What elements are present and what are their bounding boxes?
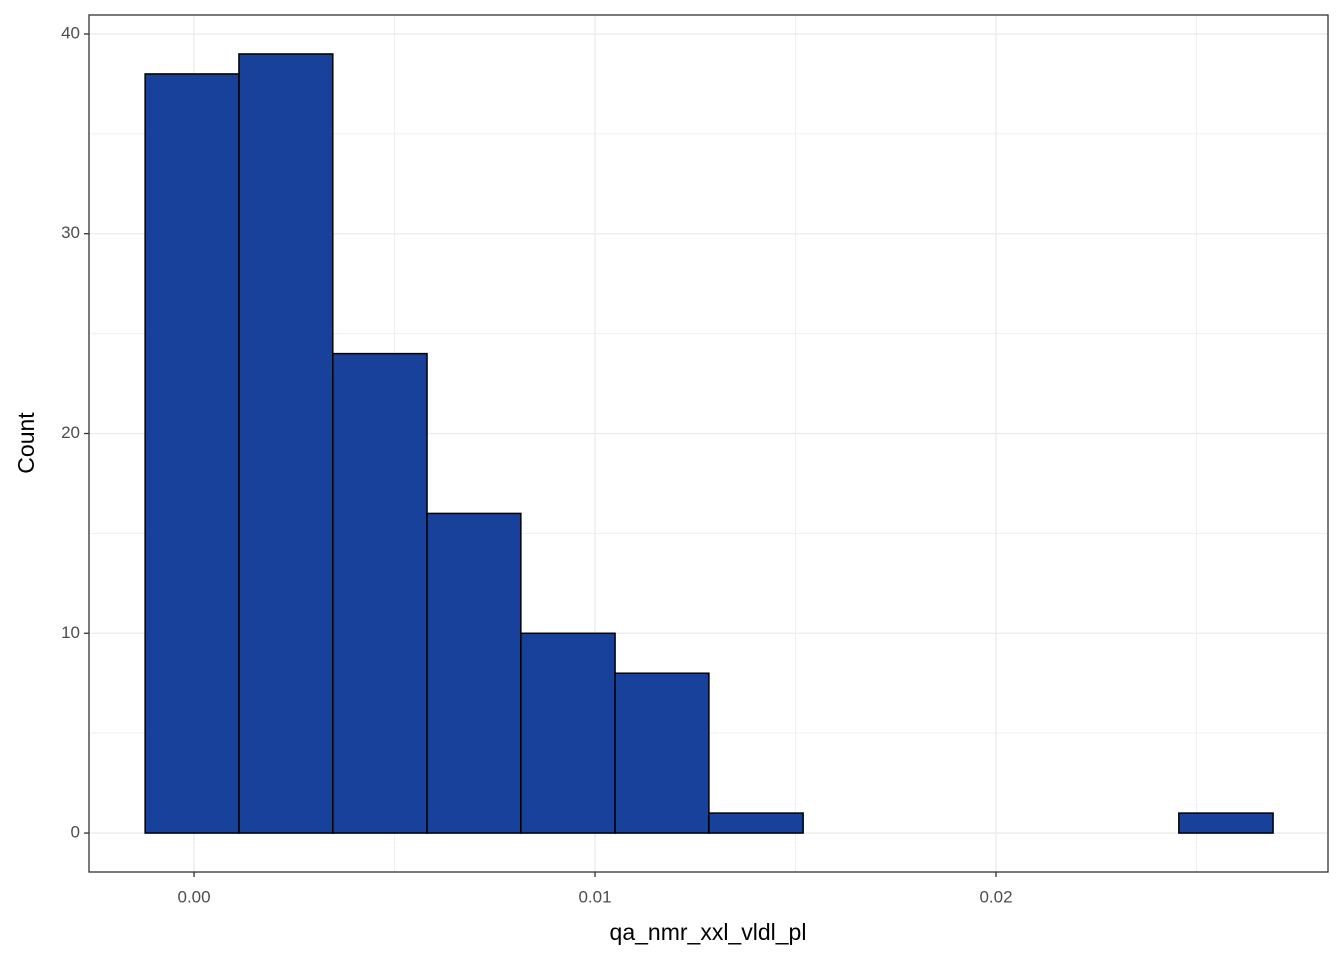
x-tick-label: 0.02: [979, 887, 1012, 906]
x-tick-label: 0.01: [578, 887, 611, 906]
y-tick-label: 20: [61, 423, 80, 442]
y-tick-label: 0: [71, 823, 80, 842]
y-tick-label: 30: [61, 223, 80, 242]
bar: [520, 632, 616, 834]
x-axis-title: qa_nmr_xxl_vldl_pl: [610, 919, 807, 945]
panel-border: [88, 14, 1329, 873]
bar: [614, 672, 710, 834]
x-tick-label: 0.00: [178, 887, 211, 906]
bar: [708, 812, 804, 834]
y-axis-title: Count: [13, 412, 39, 474]
bar: [332, 352, 428, 834]
y-tick-label: 40: [61, 23, 80, 42]
bar: [426, 512, 522, 834]
bar: [1178, 812, 1274, 834]
bar: [144, 73, 240, 834]
bar: [238, 53, 334, 834]
y-tick-label: 10: [61, 623, 80, 642]
